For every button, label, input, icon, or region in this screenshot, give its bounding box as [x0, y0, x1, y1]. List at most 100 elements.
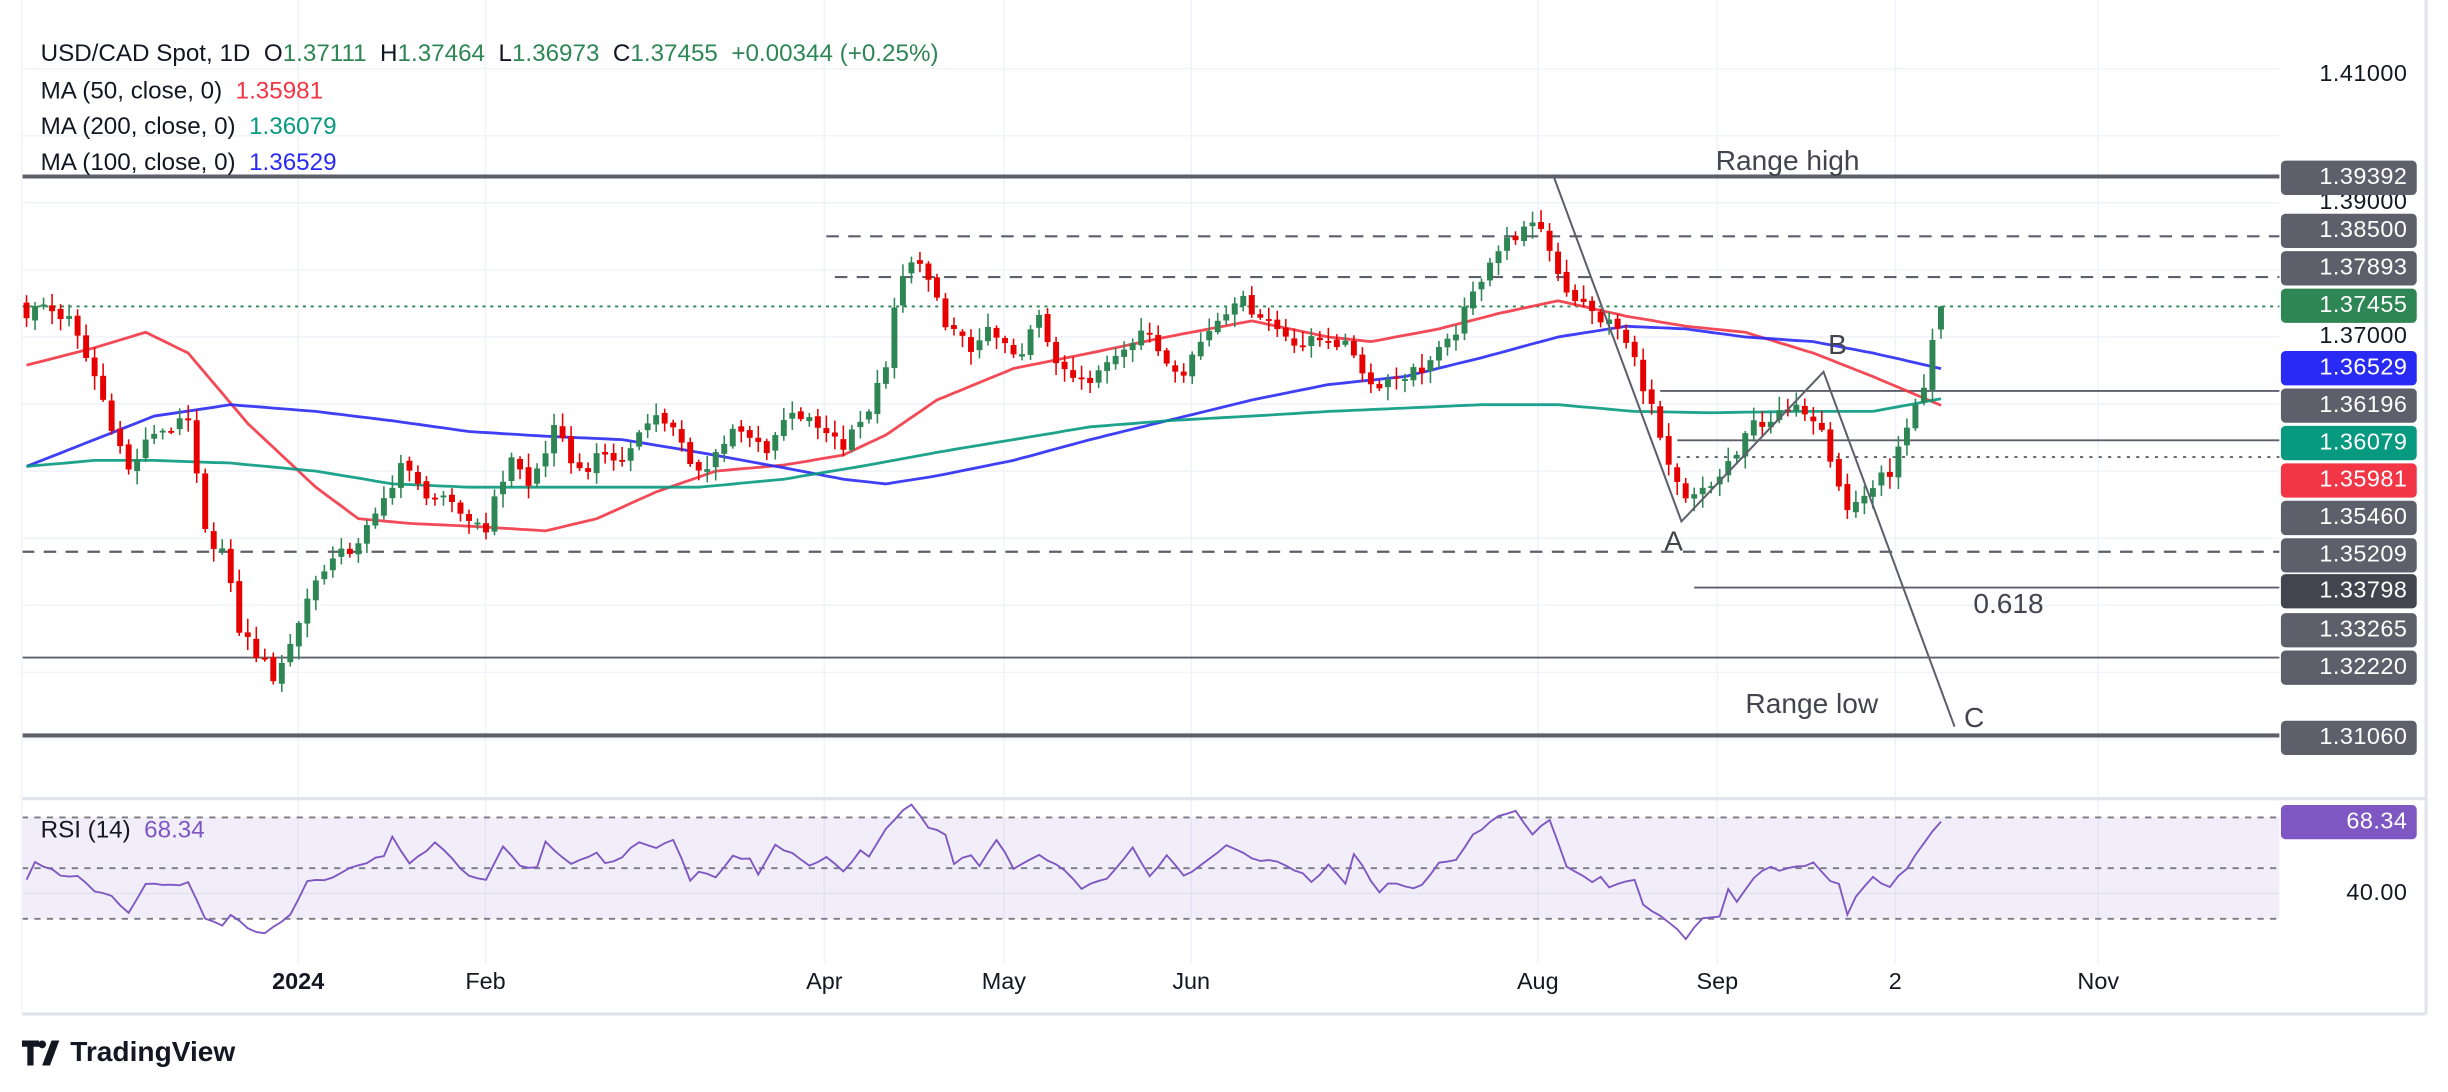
candle	[585, 462, 592, 480]
candle-body	[857, 421, 864, 428]
candle-body	[1461, 306, 1468, 334]
candle	[951, 317, 957, 336]
candle	[117, 421, 124, 454]
candle-body	[83, 335, 90, 358]
horizontal-levels	[21, 174, 2280, 738]
candle	[176, 408, 183, 436]
candle	[1555, 242, 1562, 282]
candle	[1027, 325, 1034, 360]
candle-body	[933, 277, 940, 298]
candle-body	[1342, 340, 1349, 345]
candle	[1410, 363, 1417, 387]
candle	[908, 256, 915, 284]
indicator-ma50[interactable]: MA (50, close, 0) 1.35981	[41, 78, 324, 106]
symbol-legend[interactable]: USD/CAD Spot, 1D O1.37111 H1.37464 L1.36…	[41, 41, 939, 69]
candle	[423, 476, 430, 506]
candle-body	[865, 411, 872, 420]
candle	[1597, 308, 1604, 328]
candle-body	[1410, 367, 1417, 381]
candle-body	[789, 412, 796, 419]
price-label: 1.37893	[2280, 251, 2417, 286]
candle	[602, 443, 609, 464]
candle-body	[117, 428, 124, 447]
candle-body	[908, 262, 915, 274]
indicator-ma100[interactable]: MA (100, close, 0) 1.36529	[41, 150, 337, 178]
candle	[1359, 347, 1366, 382]
candle-body	[1444, 338, 1451, 348]
candle-body	[1112, 355, 1119, 365]
candle-body	[457, 502, 464, 514]
candle	[1231, 297, 1238, 328]
candle	[1248, 286, 1255, 318]
candle-body	[968, 337, 974, 352]
candle-body	[1725, 461, 1732, 476]
candle-body	[508, 457, 515, 482]
candle-body	[1657, 406, 1664, 438]
candle	[1895, 435, 1902, 490]
candle-body	[942, 298, 949, 328]
candle-body	[1470, 291, 1476, 309]
candle	[397, 454, 404, 499]
candle-body	[1316, 337, 1323, 341]
candle-body	[644, 423, 651, 431]
time-axis-label: May	[981, 968, 1026, 996]
candle	[661, 408, 668, 432]
candle-body	[355, 543, 362, 555]
candle	[193, 409, 200, 483]
candle	[236, 569, 243, 637]
candle	[1453, 325, 1459, 351]
candle	[1095, 365, 1102, 389]
rsi-legend[interactable]: RSI (14) 68.34	[41, 817, 205, 845]
candle-body	[1070, 370, 1077, 378]
symbol-title: USD/CAD Spot, 1D	[40, 40, 251, 68]
candle	[32, 302, 39, 331]
candle-body	[712, 452, 719, 468]
candle	[704, 455, 711, 483]
candle	[389, 475, 396, 505]
time-axis-label: 2024	[272, 968, 325, 996]
candle-body	[797, 411, 804, 420]
candle	[1903, 418, 1910, 456]
candle	[1070, 357, 1077, 383]
candle	[1648, 379, 1655, 415]
candle	[244, 618, 251, 651]
close-value: 1.37455	[630, 40, 718, 68]
candle-body	[389, 487, 396, 499]
candle-body	[525, 467, 532, 486]
candle	[534, 463, 541, 488]
candle	[1623, 324, 1630, 349]
candle-body	[1572, 289, 1579, 302]
candle	[1036, 309, 1043, 338]
candle	[1495, 245, 1502, 276]
candle-body	[1665, 436, 1672, 465]
candle-body	[125, 444, 132, 470]
candle-body	[1521, 226, 1528, 242]
candle-body	[1631, 341, 1638, 358]
candle	[1146, 322, 1153, 343]
candle	[1172, 360, 1179, 383]
candle-body	[253, 638, 260, 659]
candle	[882, 361, 889, 389]
candle	[1367, 363, 1374, 394]
indicator-ma200[interactable]: MA (200, close, 0) 1.36079	[41, 114, 337, 142]
price-label: 1.36079	[2280, 425, 2417, 461]
candle	[355, 537, 362, 563]
candle-body	[500, 481, 506, 495]
candle-body	[721, 443, 728, 454]
candle	[312, 575, 319, 611]
candle	[1376, 380, 1383, 392]
tradingview-logo[interactable]: TradingView	[21, 1036, 235, 1069]
candle-body	[568, 436, 575, 464]
candle-body	[270, 657, 277, 682]
candle-body	[1308, 336, 1315, 346]
candle	[1240, 290, 1247, 312]
indicator-value: 1.35981	[235, 78, 324, 105]
candle	[1384, 374, 1391, 401]
candle-body	[1614, 318, 1621, 329]
candle	[74, 309, 81, 349]
candle-body	[610, 452, 617, 461]
candle	[1563, 259, 1570, 297]
candle	[1461, 297, 1468, 341]
candle-body	[1129, 343, 1136, 351]
